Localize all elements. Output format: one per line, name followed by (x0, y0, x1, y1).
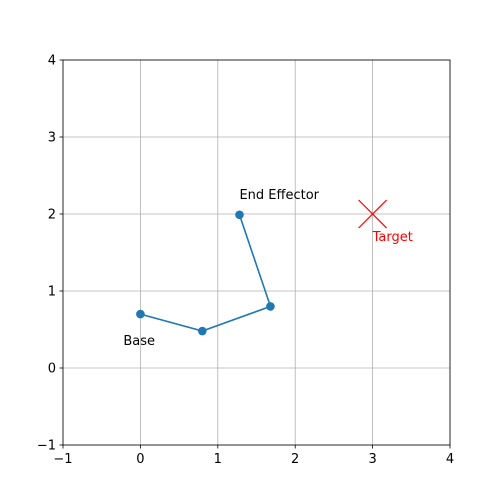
x-tick-label: 2 (291, 452, 299, 467)
axes-border (62, 59, 451, 446)
y-tick-label: 2 (48, 208, 56, 223)
joint-point (198, 326, 207, 336)
arm-link-line (140, 214, 272, 332)
y-tick-label: 4 (48, 54, 56, 69)
joint-point (235, 210, 244, 220)
axes-frame (62, 59, 451, 446)
annotation-label: End Effector (239, 188, 319, 203)
x-tick-label: 4 (446, 452, 454, 467)
tick-marks (59, 59, 451, 449)
y-tick-label: 3 (48, 131, 56, 146)
tick-labels: −1 0 1 2 3 4 −1 0 1 2 3 4 (37, 54, 454, 468)
x-tick-label: 1 (214, 452, 222, 467)
joint-point (266, 302, 275, 311)
target-label: Target (372, 230, 413, 245)
x-tick-label: 3 (368, 452, 376, 467)
target-marker-stroke-2 (358, 199, 388, 229)
y-tick-label: −1 (37, 439, 56, 454)
x-tick-label: 0 (136, 452, 144, 467)
y-tick-label: 1 (48, 285, 56, 300)
y-tick-label: 0 (48, 362, 56, 377)
series-layer (136, 210, 275, 336)
annotation-label: Base (123, 334, 155, 349)
annotations-layer: Base End Effector (123, 188, 319, 349)
target-layer: Target (358, 199, 413, 245)
joint-point (136, 309, 145, 319)
x-tick-label: −1 (53, 452, 72, 467)
